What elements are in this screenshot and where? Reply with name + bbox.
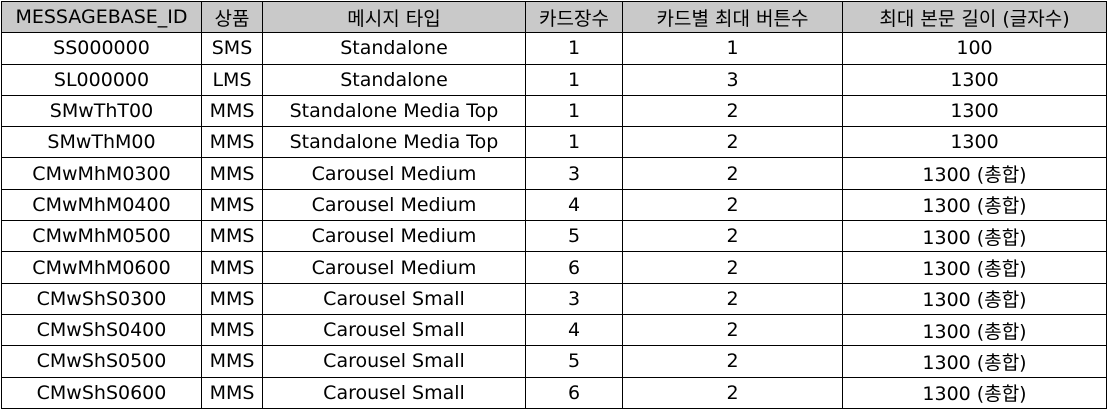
max-buttons-cell: 2 bbox=[622, 188, 843, 222]
card-count-cell: 1 bbox=[525, 126, 623, 159]
table-row: SL000000 LMS Standalone 1 3 1300 bbox=[1, 63, 1107, 96]
max-body-length-cell: 1300 (총합) bbox=[842, 220, 1107, 253]
card-count-cell: 5 bbox=[525, 345, 623, 378]
max-body-length-cell: 1300 bbox=[842, 63, 1107, 96]
card-count-cell: 5 bbox=[525, 220, 623, 253]
card-count-cell: 3 bbox=[525, 282, 623, 315]
messagebase-id-cell: CMwMhM0300 bbox=[1, 157, 202, 190]
header-max-body-length: 최대 본문 길이 (글자수) bbox=[842, 0, 1107, 34]
max-body-length-cell: 1300 (총합) bbox=[842, 157, 1107, 190]
max-body-length-cell: 1300 bbox=[842, 94, 1107, 128]
max-buttons-cell: 2 bbox=[622, 345, 843, 378]
messagebase-id-cell: SL000000 bbox=[1, 63, 202, 96]
card-count-cell: 4 bbox=[525, 188, 623, 222]
table-row: SMwThT00 MMS Standalone Media Top 1 2 1300 bbox=[1, 94, 1107, 128]
card-count-cell: 3 bbox=[525, 157, 623, 190]
message-spec-table: MESSAGEBASE_ID 상품 메시지 타입 카드장수 카드별 최대 버튼수… bbox=[1, 0, 1107, 409]
table-header: MESSAGEBASE_ID 상품 메시지 타입 카드장수 카드별 최대 버튼수… bbox=[1, 0, 1107, 34]
header-message-type: 메시지 타입 bbox=[262, 0, 526, 34]
product-cell: MMS bbox=[201, 376, 263, 409]
max-buttons-cell: 2 bbox=[622, 282, 843, 315]
max-buttons-cell: 2 bbox=[622, 126, 843, 159]
product-cell: LMS bbox=[201, 63, 263, 96]
card-count-cell: 4 bbox=[525, 313, 623, 347]
product-cell: MMS bbox=[201, 126, 263, 159]
product-cell: MMS bbox=[201, 282, 263, 315]
max-buttons-cell: 2 bbox=[622, 251, 843, 284]
product-cell: MMS bbox=[201, 313, 263, 347]
product-cell: MMS bbox=[201, 345, 263, 378]
header-card-count: 카드장수 bbox=[525, 0, 623, 34]
max-buttons-cell: 2 bbox=[622, 313, 843, 347]
table-row: CMwMhM0500 MMS Carousel Medium 5 2 1300 (총합) bbox=[1, 220, 1107, 253]
max-body-length-cell: 1300 (총합) bbox=[842, 282, 1107, 315]
max-body-length-cell: 1300 (총합) bbox=[842, 376, 1107, 409]
header-product: 상품 bbox=[201, 0, 263, 34]
max-buttons-cell: 2 bbox=[622, 157, 843, 190]
message-type-cell: Carousel Small bbox=[262, 282, 526, 315]
message-type-cell: Standalone Media Top bbox=[262, 126, 526, 159]
messagebase-id-cell: CMwShS0500 bbox=[1, 345, 202, 378]
message-type-cell: Carousel Small bbox=[262, 376, 526, 409]
card-count-cell: 1 bbox=[525, 32, 623, 65]
product-cell: MMS bbox=[201, 157, 263, 190]
product-cell: MMS bbox=[201, 94, 263, 128]
header-messagebase-id: MESSAGEBASE_ID bbox=[1, 0, 202, 34]
message-type-cell: Carousel Medium bbox=[262, 188, 526, 222]
table-row: CMwShS0500 MMS Carousel Small 5 2 1300 (총합) bbox=[1, 345, 1107, 378]
header-row: MESSAGEBASE_ID 상품 메시지 타입 카드장수 카드별 최대 버튼수… bbox=[1, 0, 1107, 34]
card-count-cell: 1 bbox=[525, 63, 623, 96]
message-type-cell: Carousel Small bbox=[262, 345, 526, 378]
message-type-cell: Standalone bbox=[262, 63, 526, 96]
card-count-cell: 6 bbox=[525, 376, 623, 409]
table-row: CMwShS0600 MMS Carousel Small 6 2 1300 (총합) bbox=[1, 376, 1107, 409]
messagebase-id-cell: CMwShS0400 bbox=[1, 313, 202, 347]
max-buttons-cell: 3 bbox=[622, 63, 843, 96]
messagebase-id-cell: CMwMhM0400 bbox=[1, 188, 202, 222]
table-row: SS000000 SMS Standalone 1 1 100 bbox=[1, 32, 1107, 65]
product-cell: SMS bbox=[201, 32, 263, 65]
messagebase-id-cell: CMwMhM0500 bbox=[1, 220, 202, 253]
message-type-cell: Standalone Media Top bbox=[262, 94, 526, 128]
message-type-cell: Carousel Medium bbox=[262, 157, 526, 190]
max-body-length-cell: 100 bbox=[842, 32, 1107, 65]
max-body-length-cell: 1300 (총합) bbox=[842, 345, 1107, 378]
product-cell: MMS bbox=[201, 251, 263, 284]
messagebase-id-cell: SMwThT00 bbox=[1, 94, 202, 128]
max-body-length-cell: 1300 (총합) bbox=[842, 313, 1107, 347]
messagebase-id-cell: SMwThM00 bbox=[1, 126, 202, 159]
max-body-length-cell: 1300 (총합) bbox=[842, 251, 1107, 284]
max-body-length-cell: 1300 (총합) bbox=[842, 188, 1107, 222]
max-buttons-cell: 1 bbox=[622, 32, 843, 65]
card-count-cell: 6 bbox=[525, 251, 623, 284]
table-row: CMwMhM0600 MMS Carousel Medium 6 2 1300 (총합) bbox=[1, 251, 1107, 284]
message-type-cell: Carousel Medium bbox=[262, 220, 526, 253]
messagebase-id-cell: SS000000 bbox=[1, 32, 202, 65]
table-row: CMwShS0400 MMS Carousel Small 4 2 1300 (총합) bbox=[1, 313, 1107, 347]
table-body: SS000000 SMS Standalone 1 1 100 SL000000 LMS Sta… bbox=[1, 32, 1107, 409]
max-buttons-cell: 2 bbox=[622, 376, 843, 409]
messagebase-id-cell: CMwShS0600 bbox=[1, 376, 202, 409]
message-type-cell: Carousel Medium bbox=[262, 251, 526, 284]
header-max-buttons-per-card: 카드별 최대 버튼수 bbox=[622, 0, 843, 34]
product-cell: MMS bbox=[201, 188, 263, 222]
message-type-cell: Standalone bbox=[262, 32, 526, 65]
table-row: CMwShS0300 MMS Carousel Small 3 2 1300 (총합) bbox=[1, 282, 1107, 315]
card-count-cell: 1 bbox=[525, 94, 623, 128]
messagebase-id-cell: CMwShS0300 bbox=[1, 282, 202, 315]
messagebase-id-cell: CMwMhM0600 bbox=[1, 251, 202, 284]
message-type-cell: Carousel Small bbox=[262, 313, 526, 347]
max-buttons-cell: 2 bbox=[622, 220, 843, 253]
max-body-length-cell: 1300 bbox=[842, 126, 1107, 159]
table-row: CMwMhM0400 MMS Carousel Medium 4 2 1300 (총합) bbox=[1, 188, 1107, 222]
product-cell: MMS bbox=[201, 220, 263, 253]
table-row: SMwThM00 MMS Standalone Media Top 1 2 1300 bbox=[1, 126, 1107, 159]
table-row: CMwMhM0300 MMS Carousel Medium 3 2 1300 (총합) bbox=[1, 157, 1107, 190]
max-buttons-cell: 2 bbox=[622, 94, 843, 128]
